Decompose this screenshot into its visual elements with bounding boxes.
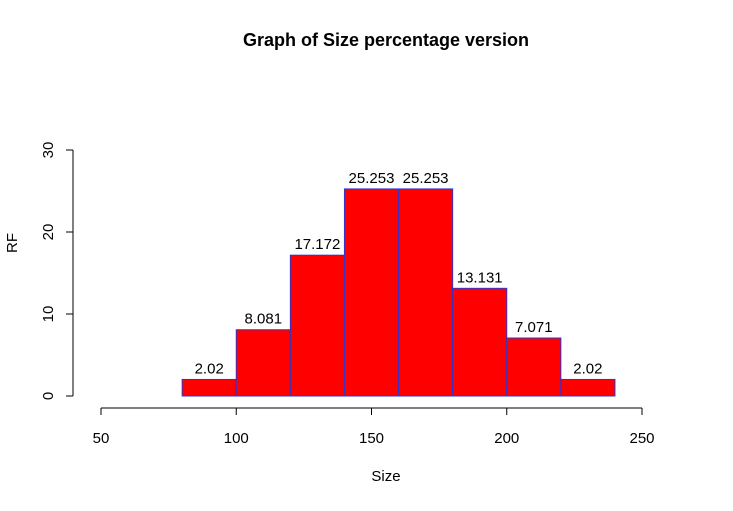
bar-labels-group: 2.02 8.081 17.172 25.253 25.253 13.131 7.071 2.… (195, 170, 603, 378)
x-tick-label: 100 (224, 430, 249, 447)
x-axis-label: Size (371, 468, 400, 485)
x-tick-label: 200 (494, 430, 519, 447)
bar-value-label: 17.172 (294, 236, 340, 253)
y-tick-label: 0 (40, 392, 57, 400)
bar-value-label: 8.081 (245, 311, 283, 328)
histogram-bar (560, 378, 616, 397)
histogram-bar (452, 287, 508, 397)
histogram-bar (181, 378, 237, 397)
bar-value-label: 25.253 (403, 170, 449, 187)
bar-value-label: 2.02 (195, 360, 224, 377)
bar-value-label: 13.131 (457, 269, 503, 286)
x-tick-label: 150 (359, 430, 384, 447)
y-tick-label: 10 (40, 306, 57, 323)
bar-value-label: 25.253 (349, 170, 395, 187)
histogram-bar (289, 254, 345, 397)
histogram-bar (343, 188, 400, 397)
histogram-bar (398, 188, 454, 397)
x-axis: 50 100 150 200 250 (93, 407, 655, 447)
x-tick-label: 250 (629, 430, 654, 447)
histogram-bar (506, 337, 562, 397)
bar-value-label: 7.071 (515, 319, 553, 336)
chart-title: Graph of Size percentage version (243, 30, 529, 50)
x-tick-label: 50 (93, 430, 110, 447)
y-axis: 0 10 20 30 (40, 142, 74, 400)
bar-value-label: 2.02 (573, 360, 602, 377)
y-tick-label: 30 (40, 142, 57, 159)
y-tick-label: 20 (40, 224, 57, 241)
histogram-bar (235, 329, 291, 397)
bars-group (181, 188, 616, 397)
y-axis-label: RF (4, 233, 21, 253)
